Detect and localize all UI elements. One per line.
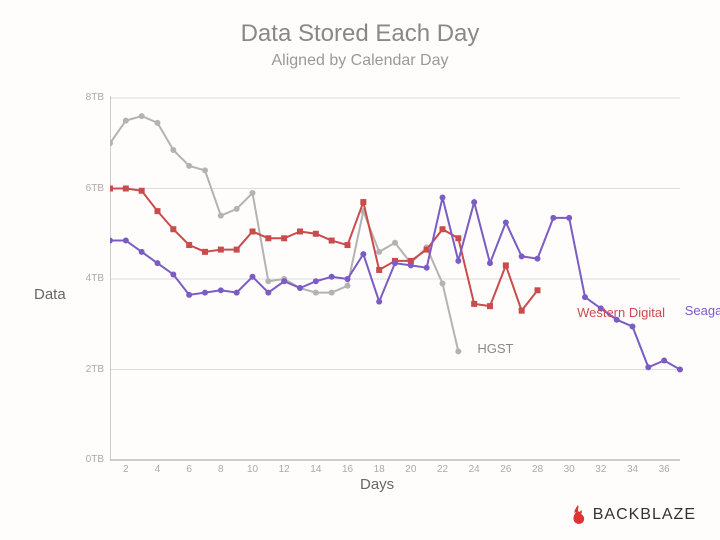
x-tick-label: 32	[593, 464, 609, 475]
x-axis-title: Days	[360, 476, 394, 493]
brand-text: BACKBLAZE	[593, 506, 696, 524]
chart-title: Data Stored Each Day	[0, 0, 720, 48]
x-tick-label: 28	[530, 464, 546, 475]
chart-subtitle: Aligned by Calendar Day	[0, 52, 720, 70]
x-tick-label: 12	[276, 464, 292, 475]
x-tick-label: 24	[466, 464, 482, 475]
x-tick-label: 2	[118, 464, 134, 475]
x-tick-label: 18	[371, 464, 387, 475]
series-label-seagate: Seagate	[685, 303, 720, 318]
x-tick-label: 4	[150, 464, 166, 475]
series-label-hgst: HGST	[477, 341, 513, 356]
x-tick-label: 14	[308, 464, 324, 475]
x-tick-label: 26	[498, 464, 514, 475]
x-tick-label: 16	[340, 464, 356, 475]
y-tick-label: 6TB	[64, 183, 104, 194]
brand-logo: BACKBLAZE	[569, 504, 696, 526]
series-label-western-digital: Western Digital	[577, 305, 665, 320]
y-axis-title: Data	[34, 286, 66, 303]
x-tick-label: 34	[625, 464, 641, 475]
flame-icon	[569, 504, 587, 526]
y-tick-label: 4TB	[64, 273, 104, 284]
y-tick-label: 8TB	[64, 92, 104, 103]
x-tick-label: 6	[181, 464, 197, 475]
x-tick-label: 22	[435, 464, 451, 475]
y-tick-label: 2TB	[64, 364, 104, 375]
x-tick-label: 30	[561, 464, 577, 475]
x-tick-label: 10	[245, 464, 261, 475]
line-chart	[110, 96, 700, 462]
x-tick-label: 8	[213, 464, 229, 475]
y-tick-label: 0TB	[64, 454, 104, 465]
x-tick-label: 20	[403, 464, 419, 475]
x-tick-label: 36	[656, 464, 672, 475]
